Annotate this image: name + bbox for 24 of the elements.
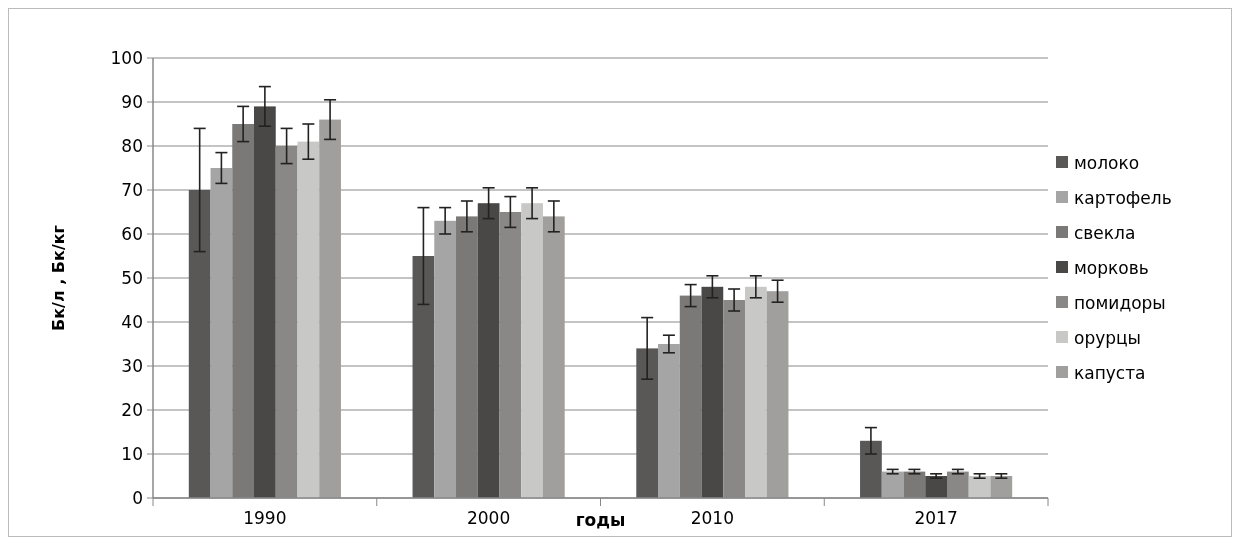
legend-label: молоко — [1074, 152, 1140, 173]
y-tick-label: 20 — [121, 399, 143, 420]
y-tick-label: 30 — [121, 355, 143, 376]
legend-label: капуста — [1074, 362, 1146, 383]
y-tick-label: 50 — [121, 267, 143, 288]
legend-label: свекла — [1074, 222, 1136, 243]
y-axis-title: Бк/л , Бк/кг — [49, 225, 68, 331]
x-tick-label: 2000 — [466, 508, 511, 528]
x-tick-label: 1990 — [243, 508, 287, 528]
legend-label: помидоры — [1074, 292, 1166, 313]
y-tick-label: 100 — [110, 47, 143, 68]
x-tick-label: 2017 — [914, 508, 958, 528]
legend-label: морковь — [1074, 257, 1149, 278]
legend-label: орурцы — [1074, 327, 1142, 348]
y-tick-label: 60 — [121, 223, 143, 244]
y-tick-label: 10 — [121, 443, 143, 464]
x-tick-label: 2010 — [690, 508, 735, 528]
y-tick-label: 40 — [121, 311, 143, 332]
legend-label: картофель — [1074, 187, 1172, 208]
y-tick-label: 90 — [121, 91, 143, 112]
x-axis-title: годы — [575, 510, 626, 530]
y-tick-label: 80 — [121, 135, 143, 156]
y-tick-label: 0 — [132, 487, 143, 508]
y-tick-label: 70 — [121, 179, 143, 200]
